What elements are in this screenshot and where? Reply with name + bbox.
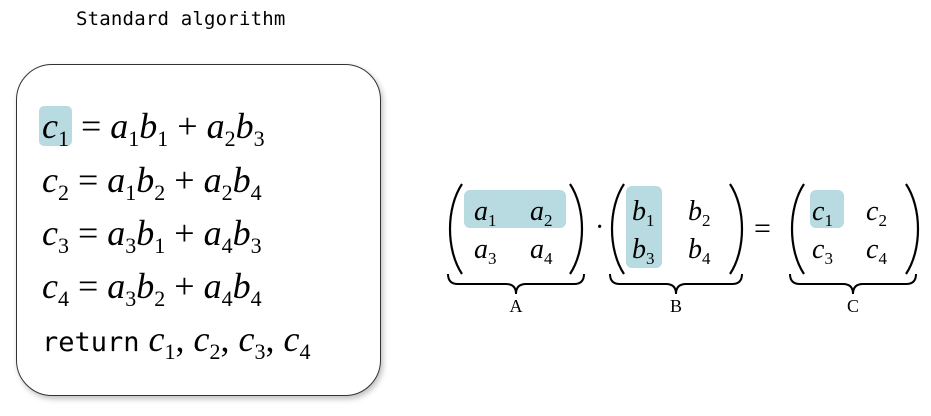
cell-b4: b4 [688,234,711,268]
matrix-c-c1-highlight [810,190,844,228]
matrix-c: c1 c2 c3 c4 C [789,183,920,316]
matrix-a-underbrace [447,273,585,295]
cell-a3: a3 [474,234,497,268]
matrix-b: b1 b2 b3 b4 B [609,183,744,316]
matrix-b-left-paren [610,183,625,275]
cell-b3: b3 [632,234,655,268]
matrix-c-label: C [847,296,859,316]
cell-a4: a4 [530,234,553,268]
equation-line-3: c3 = a3b1 + a4b3 [42,213,262,258]
return-line: return c1, c2, c3, c4 [42,319,311,364]
matrix-b-right-paren [729,183,744,275]
equation-line-4: c4 = a3b2 + a4b4 [42,266,262,311]
matrix-b-col1-highlight [626,186,662,268]
matrix-a-right-paren [569,183,584,275]
cell-c3: c3 [812,234,833,268]
cell-c2: c2 [866,196,887,230]
equation-line-1: c1 = a1b1 + a2b3 [39,102,265,150]
cell-c1: c1 [812,196,833,230]
cell-c4: c4 [866,234,887,268]
return-keyword: return [42,327,140,358]
matrix-a-row1-highlight [464,190,566,228]
cell-b1: b1 [632,196,655,230]
equals-sign: = [754,212,771,245]
c1-highlight: c1 [39,106,72,150]
matrix-c-left-paren [790,183,805,275]
cell-b2: b2 [688,196,711,230]
matrix-b-label: B [670,296,682,316]
matrix-a: a1 a2 a3 a4 A [447,183,585,316]
dot-operator: · [595,212,604,243]
matrix-b-underbrace [609,273,743,295]
matrix-a-label: A [510,296,523,316]
equation-line-2: c2 = a1b2 + a2b4 [42,160,262,205]
matrix-a-left-paren [448,183,463,275]
cell-a2: a2 [530,196,553,230]
matrix-c-right-paren [905,183,920,275]
page-title: Standard algorithm [76,8,286,30]
matrix-c-underbrace [789,273,917,295]
cell-a1: a1 [474,196,497,230]
matrix-equation: a1 a2 a3 a4 A · b1 b2 b3 b4 B = c1 c2 c3… [447,183,920,316]
algorithm-box [16,64,381,396]
